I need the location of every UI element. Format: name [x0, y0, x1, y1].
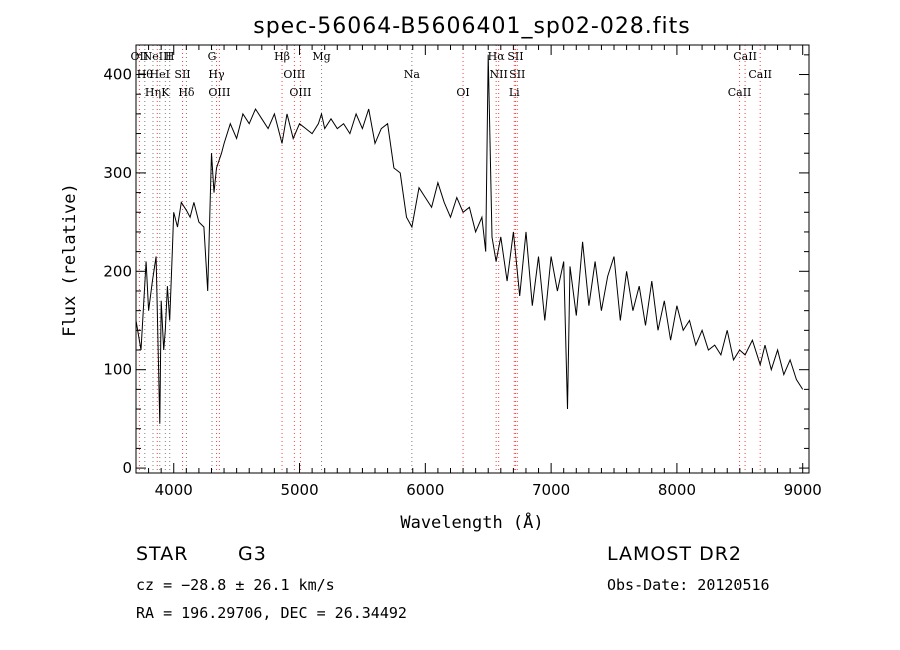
line-label: Hα: [488, 50, 506, 63]
line-label: Mg: [312, 50, 330, 63]
line-label: K: [161, 86, 170, 99]
line-label: Hβ: [274, 50, 290, 63]
y-tick-label: 400: [103, 66, 132, 84]
line-label: CaII: [748, 68, 772, 81]
line-label: G: [208, 50, 217, 63]
line-label: Li: [509, 86, 520, 99]
x-tick-label: 6000: [406, 481, 444, 499]
x-tick-label: 4000: [155, 481, 193, 499]
x-tick-label: 9000: [784, 481, 822, 499]
obs-date: Obs-Date: 20120516: [607, 576, 770, 594]
object-class: STAR: [136, 543, 189, 565]
line-label: SII: [509, 68, 525, 81]
line-label: OIII: [208, 86, 230, 99]
x-axis: 4000 5000 6000 7000 8000 9000: [135, 45, 822, 499]
line-label: CaII: [728, 86, 752, 99]
plot-frame: [135, 44, 810, 474]
y-tick-label: 300: [103, 164, 132, 182]
ra-dec-info: RA = 196.29706, DEC = 26.34492: [136, 604, 407, 622]
line-label: NeIII: [143, 50, 172, 63]
line-label: Na: [404, 68, 421, 81]
y-tick-label: 200: [103, 262, 132, 280]
object-subclass: G3: [238, 543, 267, 565]
line-label: OIII: [289, 86, 311, 99]
y-tick-label: 100: [103, 361, 132, 379]
line-label: CaII: [733, 50, 757, 63]
line-label: HeI: [150, 68, 170, 81]
chart-title: spec-56064-B5606401_sp02-028.fits: [253, 14, 691, 39]
line-label: SII: [174, 68, 190, 81]
line-labels: OIIHθHηNeIIIHeIKHSIIHδGHγOIIIHβOIIIOIIIM…: [131, 50, 772, 99]
line-label: Hη: [145, 86, 161, 99]
line-label: OI: [456, 86, 469, 99]
line-markers: [138, 45, 761, 473]
y-axis: 0 100 200 300 400: [103, 54, 809, 477]
survey-name: LAMOST DR2: [607, 543, 742, 565]
line-label: NII: [490, 68, 508, 81]
line-label: Hγ: [208, 68, 225, 81]
x-tick-label: 7000: [532, 481, 570, 499]
spectrum-series: [135, 54, 804, 424]
line-label: OIII: [283, 68, 305, 81]
line-label: SII: [507, 50, 523, 63]
line-label: OII: [131, 50, 149, 63]
x-tick-label: 5000: [280, 481, 318, 499]
y-axis-label: Flux (relative): [60, 183, 80, 337]
line-label: H: [165, 50, 175, 63]
x-tick-label: 8000: [658, 481, 696, 499]
line-label: Hδ: [178, 86, 195, 99]
y-tick-label: 0: [122, 459, 132, 477]
redshift-info: cz = −28.8 ± 26.1 km/s: [136, 576, 335, 594]
x-axis-label: Wavelength (Å): [400, 511, 543, 533]
